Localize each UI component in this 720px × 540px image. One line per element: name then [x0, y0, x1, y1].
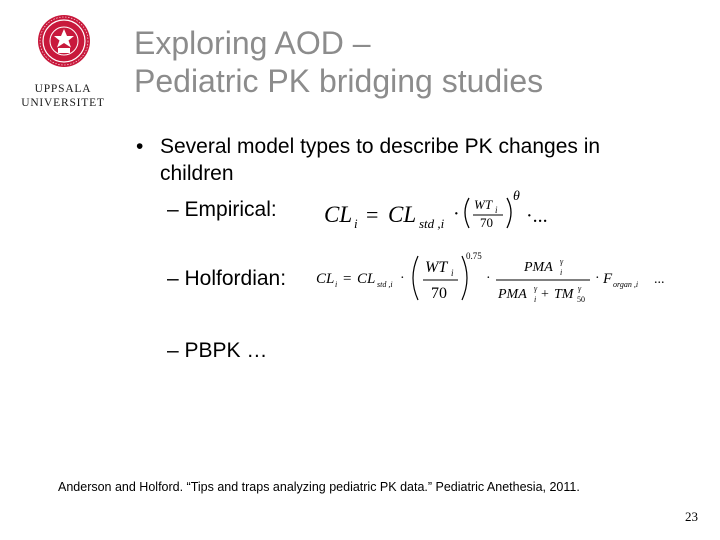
eq1-lhs: CL [324, 202, 352, 227]
eq1-right-paren [506, 197, 512, 229]
citation-footer: Anderson and Holford. “Tips and traps an… [58, 480, 580, 494]
eq2-den: 70 [431, 285, 447, 302]
eq2-pma-bottom: PMA [497, 287, 527, 302]
eq2-i-bottom: i [534, 295, 536, 304]
eq2-pma-top: PMA [523, 260, 553, 275]
title-line-2: Pediatric PK bridging studies [134, 63, 544, 99]
eq2-num-sub: i [451, 268, 454, 278]
eq1-den: 70 [480, 215, 493, 230]
eq2-dot-2: · [486, 271, 491, 286]
bullet-marker: • [136, 135, 144, 158]
logo-line-1: UPPSALA [34, 83, 92, 95]
subitem-pbpk: – PBPK … [167, 339, 268, 362]
eq2-equals: = [343, 271, 351, 287]
subitem-empirical: – Empirical: [167, 198, 277, 221]
eq2-gamma-bottom: γ [534, 284, 538, 293]
eq1-lhs-sub: i [354, 216, 358, 231]
eq1-equals: = [366, 202, 378, 227]
eq1-rhs-sub: std ,i [419, 216, 445, 231]
title-line-1: Exploring AOD – [134, 25, 371, 61]
eq2-right-paren [461, 255, 468, 301]
eq2-tm: TM [554, 287, 575, 302]
eq2-left-paren [412, 255, 419, 301]
eq2-plus: + [541, 287, 549, 302]
eq2-f-sub: organ ,i [613, 280, 638, 289]
eq2-rhs: CL [357, 271, 375, 287]
bullet-item: • Several model types to describe PK cha… [136, 133, 676, 187]
eq2-tm-sub: 50 [577, 295, 585, 304]
page-number: 23 [685, 509, 698, 524]
eq2-f: F [602, 271, 613, 287]
eq1-rhs: CL [388, 202, 416, 227]
eq2-tail: ... [654, 272, 665, 287]
eq2-num: WT [425, 259, 448, 276]
eq2-lhs: CL [316, 271, 334, 287]
eq2-dot-1: · [400, 271, 405, 286]
eq1-exp: θ [513, 189, 520, 204]
logo-line-2: UNIVERSITET [21, 97, 105, 109]
eq2-rhs-sub: std ,i [377, 280, 393, 289]
eq1-num-sub: i [495, 205, 498, 215]
empirical-equation: CL i = CL std ,i · WT i 70 θ ·... [324, 189, 548, 231]
eq1-dot: · [453, 203, 460, 225]
eq2-exp: 0.75 [466, 251, 482, 261]
eq2-dot-3: · [595, 271, 600, 286]
holfordian-equation: CL i = CL std ,i · WT i 70 0.75 · PMA γ … [316, 251, 665, 304]
bullet-text: Several model types to describe PK chang… [160, 135, 601, 185]
eq1-left-paren [464, 197, 470, 229]
subitem-holfordian: – Holfordian: [167, 267, 287, 290]
eq1-tail: ·... [526, 205, 548, 227]
eq1-num: WT [474, 197, 493, 212]
slide-title: Exploring AOD – Pediatric PK bridging st… [134, 24, 543, 100]
eq2-lhs-sub: i [335, 280, 337, 289]
eq2-i-top: i [560, 268, 562, 277]
eq2-gamma-tm: γ [578, 284, 582, 293]
logo-text: UPPSALA UNIVERSITET [18, 82, 108, 110]
eq2-gamma-top: γ [560, 257, 564, 266]
university-seal-icon [38, 15, 90, 67]
